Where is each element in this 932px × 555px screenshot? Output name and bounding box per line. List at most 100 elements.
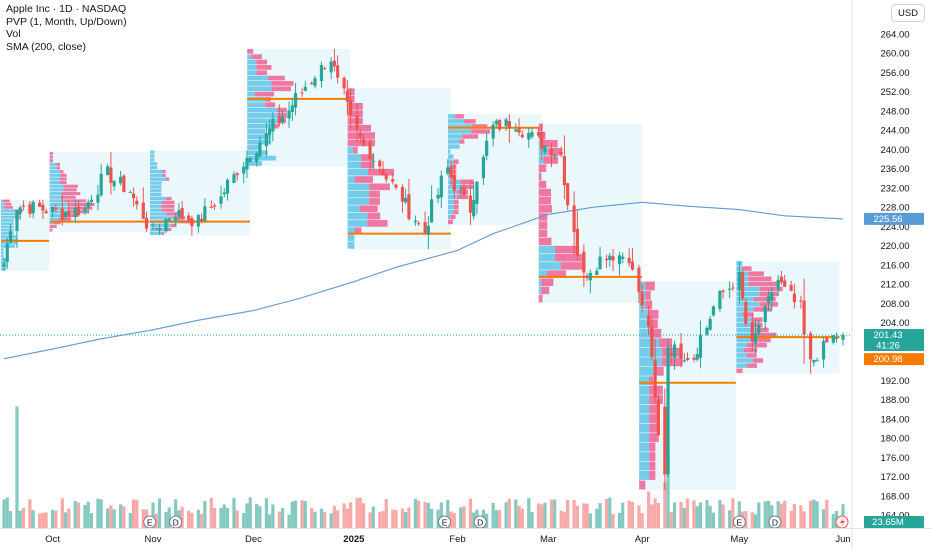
candle-body[interactable] <box>650 326 654 357</box>
candle-body[interactable] <box>475 181 479 204</box>
candle-body[interactable] <box>400 186 405 202</box>
candle-body[interactable] <box>200 218 204 221</box>
candle-body[interactable] <box>135 200 139 205</box>
symbol-title[interactable]: Apple Inc · 1D · NASDAQ <box>6 3 127 15</box>
candle-body[interactable] <box>203 206 207 221</box>
candle-body[interactable] <box>604 258 609 261</box>
candle-body[interactable] <box>672 344 677 358</box>
candle-body[interactable] <box>174 217 178 221</box>
candle-body[interactable] <box>812 359 816 363</box>
candle-body[interactable] <box>86 202 90 208</box>
candle-body[interactable] <box>731 287 735 289</box>
candle-body[interactable] <box>834 337 839 339</box>
candle-body[interactable] <box>598 256 602 270</box>
candle-body[interactable] <box>122 175 126 193</box>
candle-body[interactable] <box>685 357 690 360</box>
candle-body[interactable] <box>8 231 13 243</box>
candle-body[interactable] <box>540 132 544 149</box>
candle-body[interactable] <box>180 207 184 219</box>
candle-body[interactable] <box>504 119 508 127</box>
candle-body[interactable] <box>653 359 657 398</box>
candle-body[interactable] <box>255 153 259 162</box>
candle-body[interactable] <box>336 65 340 78</box>
candle-body[interactable] <box>640 291 644 306</box>
candle-body[interactable] <box>426 225 430 235</box>
candle-body[interactable] <box>776 279 780 290</box>
candle-body[interactable] <box>462 187 466 195</box>
candle-body[interactable] <box>407 194 411 220</box>
candle-body[interactable] <box>187 215 191 221</box>
candle-body[interactable] <box>446 167 450 174</box>
candle-body[interactable] <box>313 78 317 87</box>
candle-body[interactable] <box>647 315 651 327</box>
candle-body[interactable] <box>498 119 502 130</box>
candle-body[interactable] <box>514 129 518 132</box>
candle-body[interactable] <box>494 120 498 125</box>
candle-body[interactable] <box>378 160 382 167</box>
candle-body[interactable] <box>562 156 567 186</box>
candle-body[interactable] <box>572 205 576 232</box>
dividend-marker[interactable]: D <box>169 515 183 529</box>
earnings-marker[interactable]: E <box>143 515 157 529</box>
candle-body[interactable] <box>472 200 476 217</box>
candle-body[interactable] <box>21 205 26 207</box>
candle-body[interactable] <box>109 167 113 183</box>
candle-body[interactable] <box>663 406 667 475</box>
candle-body[interactable] <box>792 293 797 303</box>
candle-body[interactable] <box>763 306 767 323</box>
candle-body[interactable] <box>582 251 586 273</box>
candle-body[interactable] <box>89 199 94 202</box>
candle-body[interactable] <box>277 116 281 124</box>
candle-body[interactable] <box>290 105 294 112</box>
candle-body[interactable] <box>144 217 149 229</box>
candle-body[interactable] <box>585 275 589 278</box>
candle-body[interactable] <box>553 154 557 157</box>
candle-body[interactable] <box>449 167 453 178</box>
candle-body[interactable] <box>342 77 346 89</box>
candle-body[interactable] <box>692 357 696 360</box>
candle-body[interactable] <box>41 204 45 211</box>
candle-body[interactable] <box>190 218 194 227</box>
candle-body[interactable] <box>679 343 683 359</box>
candle-body[interactable] <box>611 256 615 261</box>
candle-body[interactable] <box>28 204 32 214</box>
candle-body[interactable] <box>319 65 324 82</box>
candle-body[interactable] <box>157 228 162 231</box>
candle-body[interactable] <box>527 132 531 140</box>
candle-body[interactable] <box>549 149 554 156</box>
candle-body[interactable] <box>595 270 599 275</box>
candle-body[interactable] <box>459 188 463 190</box>
candle-body[interactable] <box>770 292 774 301</box>
candle-body[interactable] <box>310 83 314 85</box>
candle-body[interactable] <box>575 228 579 256</box>
candle-body[interactable] <box>809 333 813 360</box>
candle-body[interactable] <box>99 173 103 196</box>
candle-body[interactable] <box>404 197 408 203</box>
indicator-vol-label[interactable]: Vol <box>6 28 21 40</box>
candle-body[interactable] <box>439 175 443 198</box>
candle-body[interactable] <box>371 160 375 163</box>
candle-body[interactable] <box>345 90 349 102</box>
candle-body[interactable] <box>517 128 521 133</box>
candle-body[interactable] <box>637 267 641 292</box>
candle-body[interactable] <box>617 255 622 265</box>
candle-body[interactable] <box>293 92 298 108</box>
candle-body[interactable] <box>154 227 158 229</box>
candle-body[interactable] <box>131 193 136 199</box>
candle-body[interactable] <box>728 288 732 290</box>
candle-body[interactable] <box>177 210 181 217</box>
candle-body[interactable] <box>44 211 48 214</box>
candle-body[interactable] <box>63 212 68 218</box>
candle-body[interactable] <box>559 152 563 154</box>
candle-body[interactable] <box>287 110 291 119</box>
candle-body[interactable] <box>718 290 722 309</box>
candle-body[interactable] <box>485 140 489 156</box>
candle-body[interactable] <box>799 300 803 302</box>
indicator-sma-label[interactable]: SMA (200, close) <box>6 40 86 53</box>
candle-body[interactable] <box>417 223 421 225</box>
candle-body[interactable] <box>219 196 223 204</box>
candle-body[interactable] <box>368 141 372 160</box>
candle-body[interactable] <box>384 174 388 180</box>
candle-body[interactable] <box>711 306 716 316</box>
